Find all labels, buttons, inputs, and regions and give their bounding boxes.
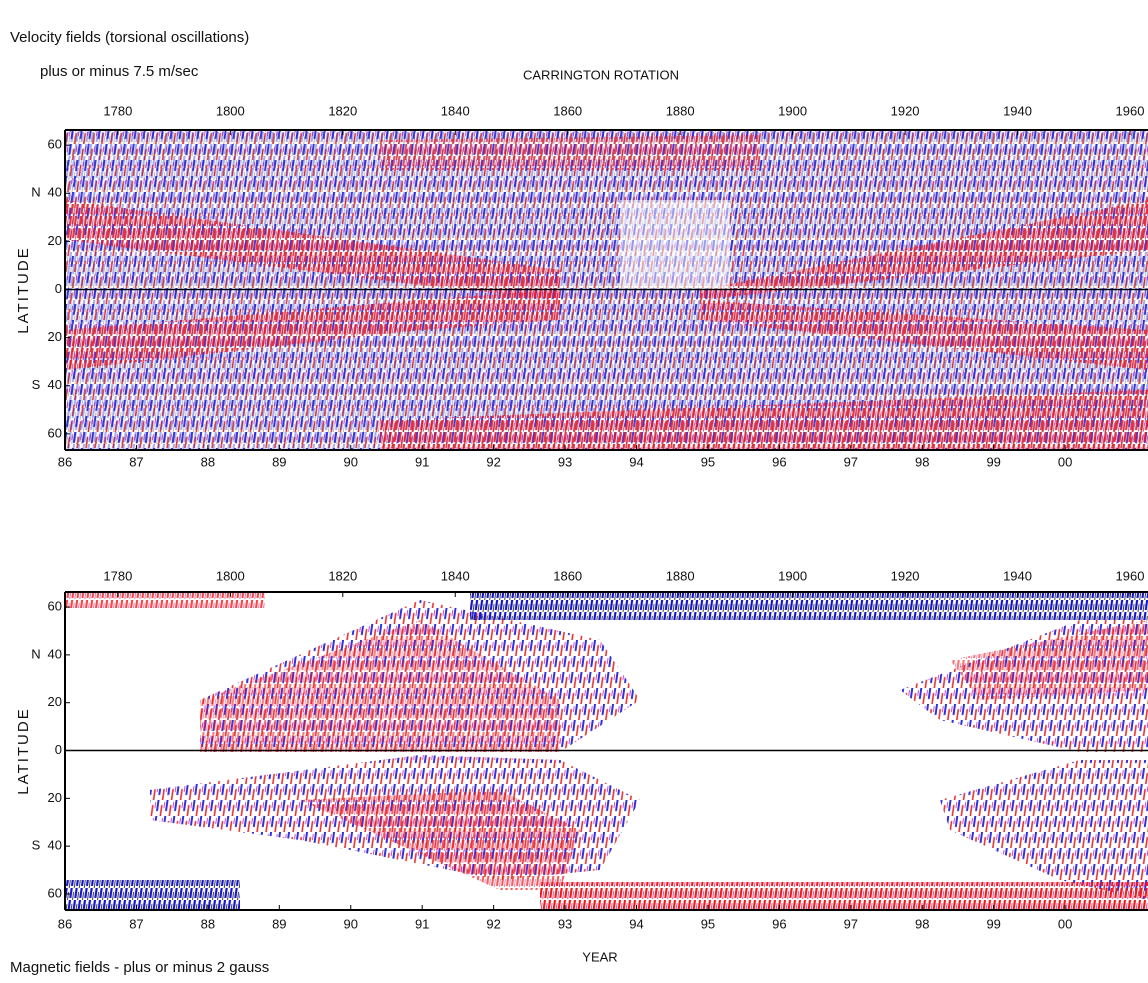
x2-tick-label: 1960 [1116,568,1145,583]
x2-tick-label: 1820 [328,103,357,118]
y-tick-label: 0 [55,281,62,296]
x-tick-label: 93 [558,916,572,931]
x2-tick-label: 1820 [328,568,357,583]
magnetic-texture [65,592,1148,910]
x2-tick-label: 1780 [103,103,132,118]
y-tick-label: 60 [48,425,62,440]
x-tick-label: 99 [986,454,1000,469]
x2-tick-label: 1920 [891,568,920,583]
x2-tick-label: 1800 [216,103,245,118]
x-tick-label: 88 [201,454,215,469]
x-tick-label: 94 [629,916,643,931]
x2-tick-label: 1860 [553,103,582,118]
x-tick-label: 95 [701,454,715,469]
x-tick-label: 96 [772,454,786,469]
x2-tick-label: 1840 [441,103,470,118]
y-tick-label: 20 [48,233,62,248]
x-tick-label: 89 [272,916,286,931]
x-tick-label: 98 [915,916,929,931]
y-tick-label: 40 [48,646,62,661]
x-tick-label: 92 [486,454,500,469]
y-tick-label: 60 [48,885,62,900]
x-tick-label: 94 [629,454,643,469]
x2-tick-label: 1900 [778,103,807,118]
hemisphere-label: S [32,838,41,853]
x-tick-label: 87 [129,916,143,931]
y-axis-label: LATITUDE [15,246,32,333]
hemisphere-label: N [31,646,40,661]
x-tick-label: 86 [58,916,72,931]
hemisphere-label: N [31,185,40,200]
x-tick-label: 91 [415,916,429,931]
x-tick-label: 92 [486,916,500,931]
x2-tick-label: 1840 [441,568,470,583]
y-tick-label: 60 [48,599,62,614]
x2-tick-label: 1880 [666,103,695,118]
y-tick-label: 0 [55,742,62,757]
y-tick-label: 60 [48,137,62,152]
x-tick-label: 98 [915,454,929,469]
x-tick-label: 93 [558,454,572,469]
x2-tick-label: 1800 [216,568,245,583]
y-tick-label: 40 [48,185,62,200]
x-tick-label: 00 [1058,454,1072,469]
x2-tick-label: 1780 [103,568,132,583]
x-tick-label: 99 [986,916,1000,931]
y-tick-label: 40 [48,377,62,392]
x-tick-label: 00 [1058,916,1072,931]
x2-tick-label: 1860 [553,568,582,583]
x-tick-label: 88 [201,916,215,931]
x2-tick-label: 1920 [891,103,920,118]
x-tick-label: 96 [772,916,786,931]
x-tick-label: 91 [415,454,429,469]
x-tick-label: 90 [344,454,358,469]
x-tick-label: 86 [58,454,72,469]
x-tick-label: 89 [272,454,286,469]
x-tick-label: 87 [129,454,143,469]
x2-tick-label: 1880 [666,568,695,583]
y-tick-label: 20 [48,790,62,805]
chart-title: Velocity fields (torsional oscillations) [10,29,249,46]
y-axis-label: LATITUDE [15,707,32,794]
x2-tick-label: 1940 [1003,568,1032,583]
y-tick-label: 20 [48,694,62,709]
x-tick-label: 95 [701,916,715,931]
x-tick-label: 90 [344,916,358,931]
x2-tick-label: 1940 [1003,103,1032,118]
x-axis-label: YEAR [582,949,617,964]
chart-title: Magnetic fields - plus or minus 2 gauss [10,959,269,976]
x2-axis-label: CARRINGTON ROTATION [523,67,679,82]
x-tick-label: 97 [844,454,858,469]
y-tick-label: 40 [48,838,62,853]
y-tick-label: 20 [48,329,62,344]
hemisphere-label: S [32,377,41,392]
x2-tick-label: 1960 [1116,103,1145,118]
x-tick-label: 97 [844,916,858,931]
chart-subtitle: plus or minus 7.5 m/sec [40,63,199,80]
x2-tick-label: 1900 [778,568,807,583]
